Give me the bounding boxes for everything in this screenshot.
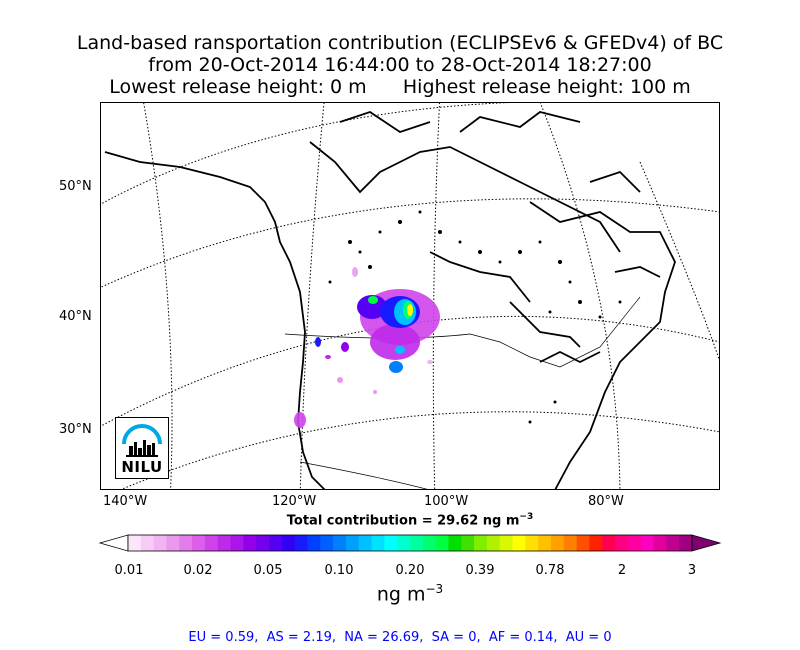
colorbar-extend-low <box>98 534 129 552</box>
total-contribution: Total contribution = 29.62 ng m−3 <box>100 512 720 528</box>
colorbar-segment <box>192 535 206 551</box>
lon-label-140w: 140°W <box>103 494 148 509</box>
colorbar-label-6: 0.78 <box>535 563 565 578</box>
colorbar-segment <box>538 535 552 551</box>
colorbar-label-1: 0.02 <box>183 563 213 578</box>
colorbar-extend-high <box>691 534 722 552</box>
regional-contributions: EU = 0.59, AS = 2.19, NA = 26.69, SA = 0… <box>188 630 612 645</box>
lon-label-80w: 80°W <box>588 494 624 509</box>
colorbar-segment <box>563 535 578 551</box>
colorbar-segment <box>384 535 398 551</box>
colorbar-segment <box>371 535 385 551</box>
nilu-logo: NILU <box>115 417 169 479</box>
colorbar-segment <box>589 535 603 551</box>
colorbar-segment <box>153 535 167 551</box>
colorbar-segment <box>320 535 334 551</box>
map-panel <box>100 102 720 490</box>
colorbar-segment <box>551 535 565 551</box>
colorbar-segment <box>166 535 180 551</box>
total-contribution-text: Total contribution = 29.62 ng m <box>286 513 520 529</box>
colorbar-segment <box>243 535 257 551</box>
colorbar-segment <box>615 535 629 551</box>
colorbar-segment <box>474 535 488 551</box>
colorbar-segment <box>640 535 655 551</box>
coastlines <box>104 111 676 490</box>
colorbar-segment <box>448 535 462 551</box>
colorbar-segment <box>358 535 373 551</box>
colorbar-segment <box>435 535 449 551</box>
lat-label-30: 30°N <box>59 422 92 437</box>
colorbar-segment <box>525 535 539 551</box>
colorbar-segment <box>179 535 193 551</box>
lat-label-40: 40°N <box>59 309 92 324</box>
colorbar-frame <box>127 534 693 552</box>
colorbar-segment <box>307 535 321 551</box>
colorbar-segment <box>679 535 693 551</box>
country-borders <box>284 296 641 490</box>
nilu-logo-text: NILU <box>121 458 163 476</box>
colorbar-label-2: 0.05 <box>253 563 283 578</box>
colorbar-label-5: 0.39 <box>465 563 495 578</box>
colorbar-segment <box>128 535 142 551</box>
title-line-2: from 20-Oct-2014 16:44:00 to 28-Oct-2014… <box>148 54 652 76</box>
colorbar-segment <box>333 535 347 551</box>
colorbar-segment <box>410 535 424 551</box>
colorbar-label-7: 2 <box>617 563 627 578</box>
colorbar-segment <box>666 535 680 551</box>
colorbar-label-0: 0.01 <box>114 563 144 578</box>
colorbar-segment <box>397 535 411 551</box>
colorbar-segment <box>576 535 590 551</box>
title-line-3: Lowest release height: 0 m Highest relea… <box>109 76 691 98</box>
colorbar-segment <box>269 535 283 551</box>
colorbar-unit-exponent: −3 <box>425 582 444 596</box>
concentration-plume <box>294 267 440 428</box>
lat-label-50: 50°N <box>59 179 92 194</box>
lon-label-120w: 120°W <box>272 494 317 509</box>
colorbar-unit-text: ng m <box>376 583 426 606</box>
colorbar-label-8: 3 <box>687 563 697 578</box>
lakes <box>328 210 622 424</box>
colorbar-segment <box>653 535 667 551</box>
colorbar-segment <box>499 535 514 551</box>
colorbar-segment <box>230 535 244 551</box>
colorbar-label-3: 0.10 <box>324 563 354 578</box>
colorbar-segment <box>140 535 155 551</box>
colorbar-label-4: 0.20 <box>395 563 425 578</box>
colorbar-segment <box>627 535 642 551</box>
nilu-logo-mark <box>122 424 162 457</box>
colorbar-segment <box>422 535 437 551</box>
colorbar-segment <box>256 535 270 551</box>
title-line-1: Land-based ransportation contribution (E… <box>76 32 724 54</box>
graticule <box>100 102 720 490</box>
colorbar-segment <box>281 535 296 551</box>
colorbar-segment <box>486 535 501 551</box>
colorbar <box>98 534 722 552</box>
colorbar-unit: ng m−3 <box>100 582 720 605</box>
colorbar-segment <box>294 535 308 551</box>
colorbar-segment <box>345 535 360 551</box>
colorbar-segment <box>512 535 526 551</box>
colorbar-segment <box>204 535 219 551</box>
total-contribution-exponent: −3 <box>519 512 534 522</box>
colorbar-segment <box>602 535 616 551</box>
colorbar-segment <box>217 535 232 551</box>
lon-label-100w: 100°W <box>424 494 469 509</box>
colorbar-segment <box>461 535 475 551</box>
